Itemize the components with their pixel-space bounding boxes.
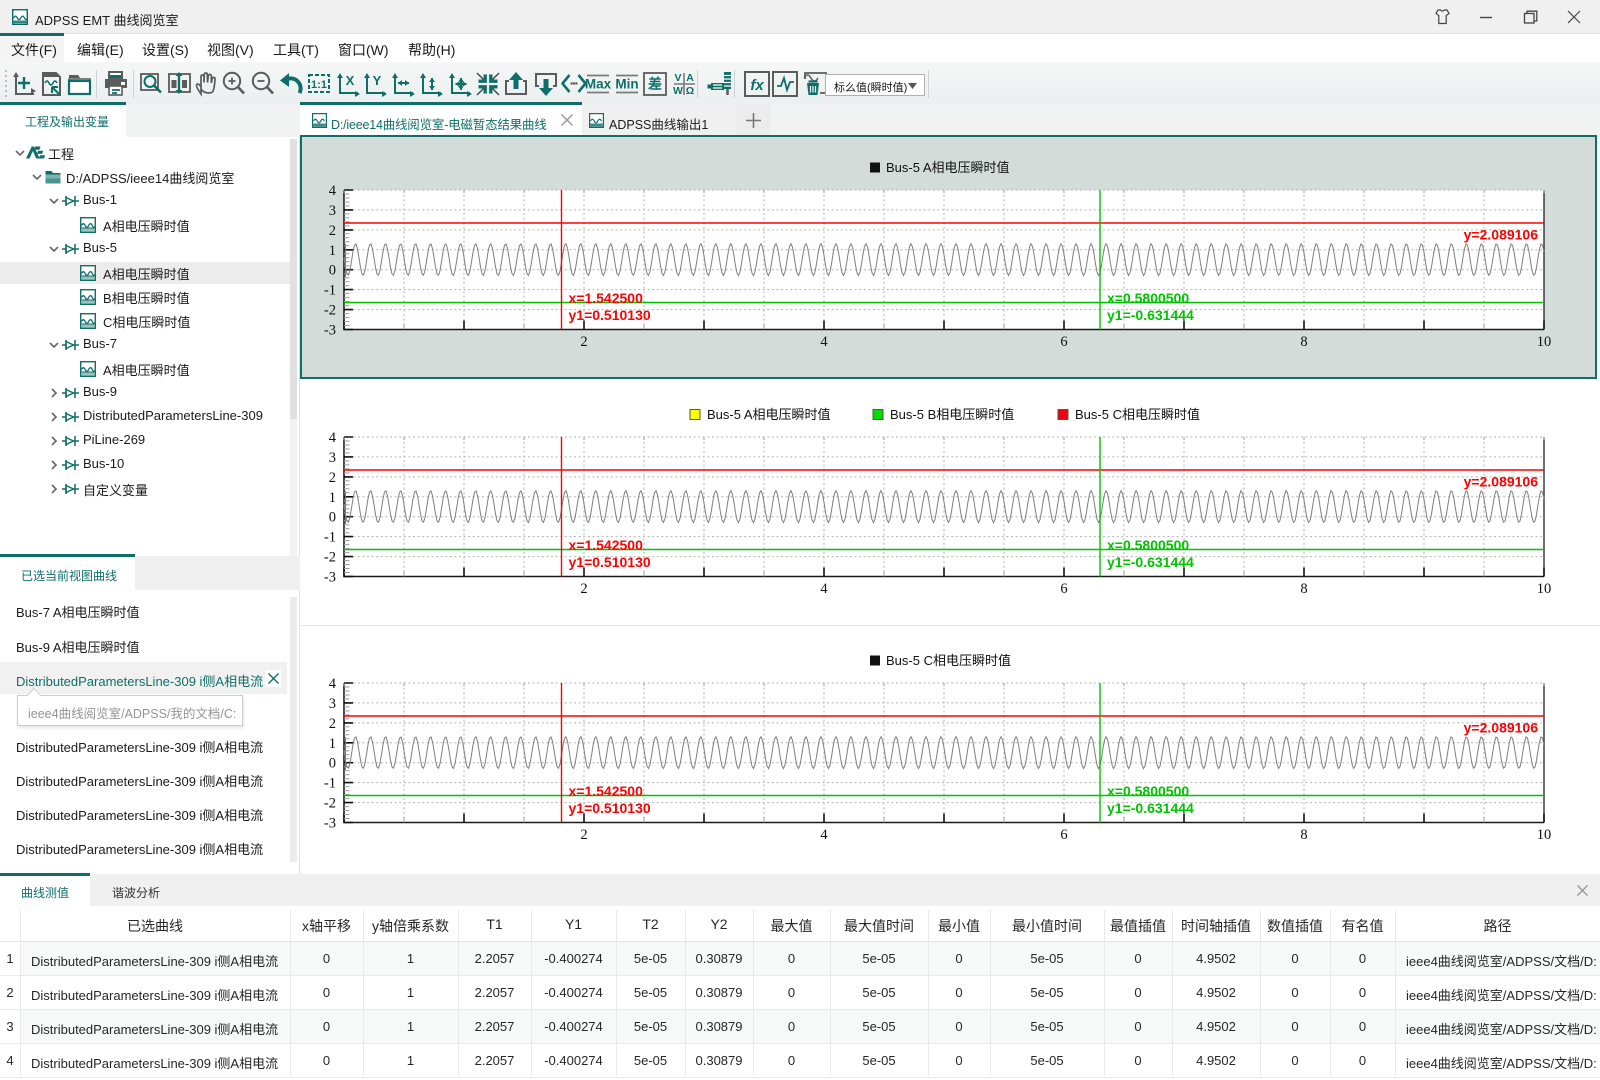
svg-text:x=1.542500: x=1.542500 (569, 290, 644, 306)
svg-text:4: 4 (329, 183, 337, 199)
svg-text:x=0.5800500: x=0.5800500 (1107, 783, 1189, 799)
svg-text:y=2.089106: y=2.089106 (1464, 474, 1539, 490)
svg-text:4: 4 (820, 827, 828, 843)
svg-text:4: 4 (820, 581, 828, 597)
svg-text:8: 8 (1300, 581, 1307, 597)
svg-text:Ω: Ω (686, 85, 694, 97)
svg-text:Bus-5 C相电压瞬时值: Bus-5 C相电压瞬时值 (886, 653, 1011, 668)
svg-text:2: 2 (580, 827, 587, 843)
svg-text:2: 2 (329, 223, 336, 239)
svg-text:Bus-5 A相电压瞬时值: Bus-5 A相电压瞬时值 (707, 407, 831, 422)
svg-text:Max: Max (585, 77, 612, 92)
svg-text:x=0.5800500: x=0.5800500 (1107, 537, 1189, 553)
svg-text:8: 8 (1300, 334, 1307, 350)
svg-text:4: 4 (820, 334, 828, 350)
svg-text:X: X (345, 73, 354, 88)
svg-text:W: W (673, 85, 683, 97)
svg-text:3: 3 (329, 203, 336, 219)
svg-text:2: 2 (580, 581, 587, 597)
svg-text:0: 0 (329, 756, 336, 772)
svg-text:2: 2 (329, 716, 336, 732)
svg-text:-1: -1 (324, 530, 336, 546)
svg-text:-1: -1 (324, 283, 336, 299)
svg-text:Bus-5 B相电压瞬时值: Bus-5 B相电压瞬时值 (890, 407, 1014, 422)
svg-text:6: 6 (1060, 827, 1067, 843)
svg-text:y1=-0.631444: y1=-0.631444 (1107, 307, 1194, 323)
svg-text:2: 2 (580, 334, 587, 350)
svg-text:y1=-0.631444: y1=-0.631444 (1107, 554, 1194, 570)
svg-text:-1: -1 (324, 776, 336, 792)
svg-text:Bus-5 A相电压瞬时值: Bus-5 A相电压瞬时值 (886, 160, 1010, 175)
svg-text:-3: -3 (324, 816, 336, 832)
svg-text:1: 1 (329, 736, 336, 752)
svg-text:V: V (674, 72, 681, 84)
svg-text:y1=0.510130: y1=0.510130 (569, 800, 651, 816)
svg-text:Min: Min (615, 77, 638, 92)
svg-text:y1=0.510130: y1=0.510130 (569, 307, 651, 323)
svg-text:x=1.542500: x=1.542500 (569, 537, 644, 553)
svg-text:y=2.089106: y=2.089106 (1464, 227, 1539, 243)
svg-text:0: 0 (329, 510, 336, 526)
svg-text:x=1.542500: x=1.542500 (569, 783, 644, 799)
svg-text:y1=-0.631444: y1=-0.631444 (1107, 800, 1194, 816)
svg-text:fx: fx (750, 77, 764, 94)
svg-text:1: 1 (329, 490, 336, 506)
svg-text:6: 6 (1060, 581, 1067, 597)
svg-text:A: A (686, 72, 694, 84)
svg-text:1: 1 (329, 243, 336, 259)
svg-text:6: 6 (1060, 334, 1067, 350)
svg-text:Y: Y (373, 73, 382, 88)
svg-text:4: 4 (329, 676, 337, 692)
svg-text:3: 3 (329, 696, 336, 712)
svg-text:-3: -3 (324, 570, 336, 586)
svg-text:-3: -3 (324, 323, 336, 339)
svg-text:2: 2 (329, 470, 336, 486)
svg-text:Bus-5 C相电压瞬时值: Bus-5 C相电压瞬时值 (1075, 407, 1200, 422)
svg-text:10: 10 (1537, 334, 1552, 350)
svg-text:1:1: 1:1 (311, 79, 327, 91)
svg-text:10: 10 (1537, 827, 1552, 843)
svg-text:y1=0.510130: y1=0.510130 (569, 554, 651, 570)
svg-text:8: 8 (1300, 827, 1307, 843)
svg-text:-2: -2 (324, 303, 336, 319)
svg-text:-2: -2 (324, 550, 336, 566)
svg-text:0: 0 (329, 263, 336, 279)
svg-text:4: 4 (329, 430, 337, 446)
svg-text:10: 10 (1537, 581, 1552, 597)
svg-text:差: 差 (648, 76, 662, 92)
svg-text:y=2.089106: y=2.089106 (1464, 720, 1539, 736)
svg-text:x=0.5800500: x=0.5800500 (1107, 290, 1189, 306)
svg-text:-2: -2 (324, 796, 336, 812)
svg-text:3: 3 (329, 450, 336, 466)
